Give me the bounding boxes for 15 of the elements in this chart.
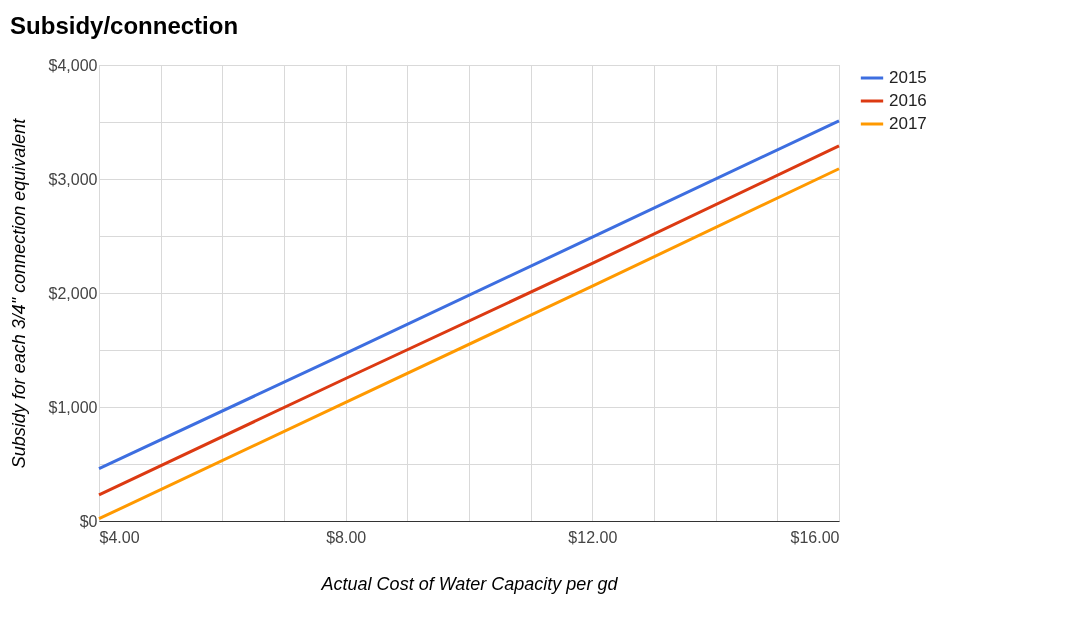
y-axis-title: Subsidy for each 3/4" connection equivalent <box>8 117 29 469</box>
y-tick-label: $2,000 <box>48 284 98 302</box>
legend-label: 2016 <box>889 91 927 110</box>
legend-label: 2017 <box>889 114 927 133</box>
chart-title: Subsidy/connection <box>10 12 239 39</box>
x-tick-label: $16.00 <box>790 528 840 546</box>
legend-label: 2015 <box>889 68 927 87</box>
x-tick-label: $4.00 <box>99 528 140 546</box>
x-tick-label: $8.00 <box>326 528 367 546</box>
y-tick-label: $3,000 <box>48 170 98 188</box>
y-tick-label: $0 <box>79 512 98 530</box>
x-axis-title: Actual Cost of Water Capacity per gd <box>320 573 619 594</box>
y-tick-label: $1,000 <box>48 398 98 416</box>
y-tick-label: $4,000 <box>48 56 98 74</box>
x-tick-label: $12.00 <box>568 528 618 546</box>
